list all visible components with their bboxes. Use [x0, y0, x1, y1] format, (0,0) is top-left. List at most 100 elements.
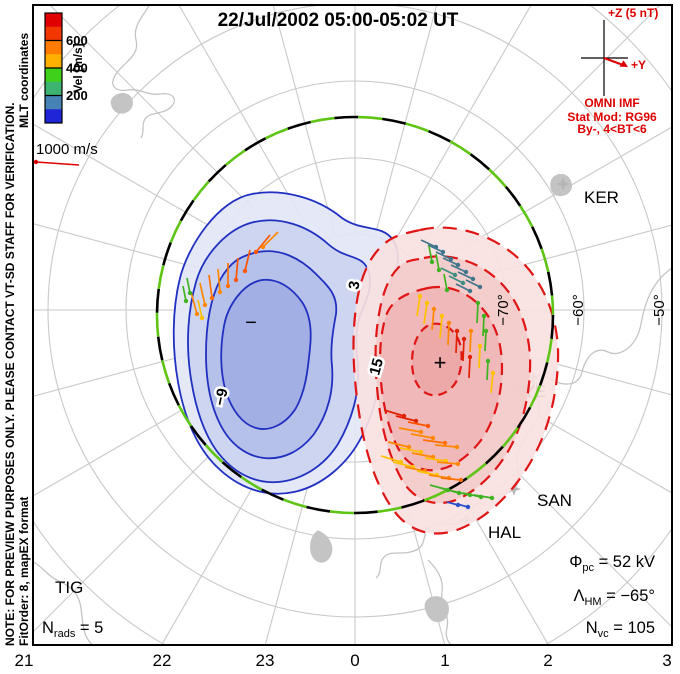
mlt-coordinates-note: MLT coordinates: [17, 33, 31, 128]
station-marker: [556, 177, 570, 191]
velocity-vector: [428, 245, 433, 263]
velocity-vector-dot: [429, 259, 435, 265]
stat-lambda-hm: ΛHM = −65°: [573, 587, 655, 608]
station-label: TIG: [55, 578, 83, 597]
velocity-vector: [199, 282, 206, 306]
velocity-vector: [186, 277, 191, 294]
velocity-colorbar: 600 400 200: [44, 12, 88, 124]
velocity-vector: [190, 291, 198, 315]
velocity-vector-dot: [225, 283, 231, 289]
contour-line: [374, 255, 532, 505]
velocity-vector-dot: [406, 444, 412, 450]
velocity-vector: [422, 439, 446, 444]
velocity-vector-dot: [467, 354, 473, 360]
potential-extrema-signs: −+: [245, 312, 446, 375]
coastline: [110, 92, 133, 114]
stat-n-rads: Nrads = 5: [42, 619, 103, 640]
mlt-axis-label: 1: [440, 651, 449, 670]
velocity-vector: [182, 285, 187, 302]
fit-order-note: FitOrder: 8, mapEX format: [17, 497, 31, 646]
stations: KERSYESANHALTIG: [55, 177, 619, 597]
mlt-axis-label: 3: [662, 651, 671, 670]
hm-boundary-green: [155, 115, 555, 515]
velocity-vector: [473, 494, 493, 499]
velocity-vector-dot: [490, 370, 496, 376]
velocity-vector-dot: [199, 315, 205, 321]
station-marker: [507, 482, 521, 496]
stat-n-vc: Nvc = 105: [586, 619, 655, 640]
mlt-meridian: [374, 6, 438, 237]
velocity-vector: [395, 415, 417, 422]
mlt-meridian: [392, 6, 532, 245]
velocity-vector: [434, 444, 458, 448]
velocity-vector-dot: [194, 311, 200, 317]
velocity-vector-dot: [454, 444, 460, 450]
velocity-vector-dot: [436, 267, 442, 273]
imf-z-label: +Z (5 nT): [608, 6, 658, 20]
latitude-label: −50°: [651, 294, 668, 325]
station-label: SAN: [537, 491, 572, 510]
velocity-vector-dot: [425, 423, 431, 429]
colorbar-tick-label: 600: [66, 33, 88, 48]
coastline: [427, 559, 452, 644]
velocity-vector-dot: [202, 302, 208, 308]
colorbar-segment: [45, 81, 62, 96]
heppner-maynard-boundary: [155, 115, 555, 515]
velocity-vector: [442, 257, 459, 266]
velocity-vector-dot: [424, 300, 430, 306]
velocity-vector-dot: [253, 249, 259, 255]
velocity-vector: [420, 239, 437, 248]
plot-title: 22/Jul/2002 05:00-05:02 UT: [218, 10, 459, 31]
velocity-vector: [392, 461, 414, 468]
imf-vector: [603, 56, 624, 67]
imf-condition-label: By-, 4<BT<6: [577, 122, 647, 136]
velocity-vector-dot: [413, 418, 419, 424]
velocity-vector-dot: [242, 268, 248, 274]
latitude-label: −60°: [570, 294, 587, 325]
contour-line: [378, 285, 504, 472]
velocity-vector-dot: [452, 272, 458, 278]
velocity-vector: [197, 299, 203, 319]
velocity-vector: [416, 470, 438, 476]
velocity-vector-dot: [483, 328, 489, 334]
side-notes: NOTE: FOR PREVIEW PURPOSES ONLY. PLEASE …: [3, 33, 31, 646]
colorbar-segment: [45, 95, 62, 110]
velocity-vector: [457, 271, 474, 280]
velocity-vector: [476, 302, 479, 324]
velocity-vector: [469, 330, 472, 353]
reference-vector-line: [35, 161, 80, 166]
velocity-vector: [443, 273, 448, 291]
velocity-vector: [387, 441, 410, 448]
velocity-vector: [482, 315, 485, 337]
velocity-vector-dot: [470, 276, 476, 282]
velocity-vector-dot: [461, 336, 467, 342]
velocity-vector: [440, 267, 456, 276]
velocity-vector: [380, 455, 402, 463]
velocity-vector-dot: [475, 300, 481, 306]
velocity-vector: [468, 356, 471, 379]
axis-labels: 21 22 23 0 1 2 3−70° −60° −50°: [15, 294, 672, 670]
mlt-meridian: [408, 6, 660, 257]
mlt-axis-label: 2: [543, 651, 552, 670]
velocity-vector-dot: [458, 477, 464, 483]
colorbar-tick-label: 400: [66, 61, 88, 76]
velocity-vector-dot: [430, 454, 436, 460]
colorbar-tick-label: 200: [66, 88, 88, 103]
velocity-vector-dot: [233, 277, 239, 283]
coastline: [34, 561, 93, 644]
velocity-vectors: [182, 231, 496, 510]
velocity-vector-dot: [187, 290, 193, 296]
stat-phi-pc: Φpc = 52 kV: [569, 553, 655, 574]
colorbar-segment: [45, 26, 62, 41]
velocity-vector: [435, 253, 440, 271]
velocity-vector: [455, 283, 471, 292]
velocity-vector-dot: [465, 504, 471, 510]
velocity-vector: [411, 452, 434, 458]
velocity-vector: [262, 231, 279, 248]
contour-line: [187, 219, 372, 484]
velocity-vector: [428, 474, 450, 479]
velocity-vector-dot: [444, 287, 450, 293]
velocity-vector: [465, 279, 481, 288]
contour-line: [172, 191, 399, 495]
contour-fill: [412, 323, 462, 396]
